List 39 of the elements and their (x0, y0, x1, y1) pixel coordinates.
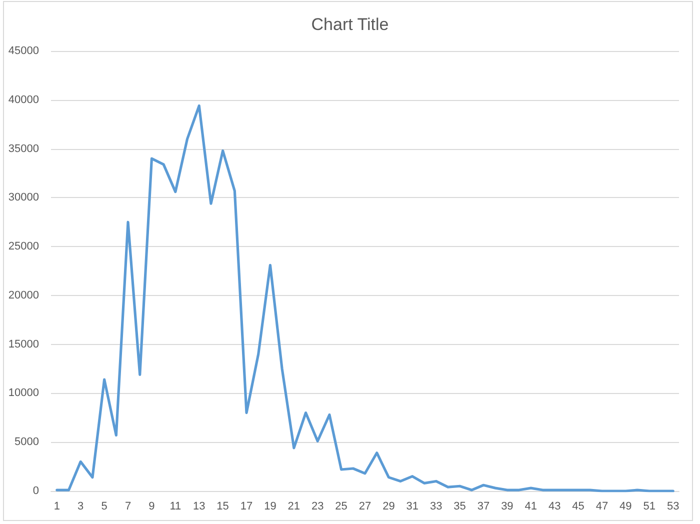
y-tick-label: 25000 (8, 240, 39, 253)
line-series (56, 104, 674, 492)
x-tick-label: 19 (264, 500, 276, 512)
x-tick-label: 11 (170, 500, 182, 512)
x-tick-label: 13 (192, 500, 206, 512)
x-tick-label: 17 (240, 500, 253, 512)
x-tick-label: 29 (382, 500, 395, 512)
y-tick-label: 15000 (8, 338, 39, 350)
x-tick-label: 51 (643, 500, 656, 512)
x-tick-label: 49 (620, 500, 632, 512)
x-tick-label: 25 (335, 500, 348, 512)
chart-title: Chart Title (311, 15, 389, 34)
y-tick-label: 0 (32, 485, 39, 497)
x-tick-label: 33 (430, 500, 442, 512)
x-tick-label: 45 (572, 500, 584, 512)
y-tick-label: 30000 (8, 192, 39, 204)
x-tick-label: 27 (358, 500, 372, 512)
x-tick-label: 21 (288, 500, 300, 512)
x-tick-label: 1 (54, 500, 60, 512)
y-tick-label: 10000 (8, 387, 39, 400)
x-tick-label: 35 (454, 500, 466, 512)
x-tick-label: 15 (216, 500, 229, 512)
x-tick-label: 3 (78, 500, 84, 512)
x-tick-label: 37 (477, 500, 490, 512)
x-tick-label: 47 (596, 500, 608, 512)
x-tick-label: 5 (101, 500, 108, 512)
y-tick-label: 40000 (8, 94, 39, 106)
y-tick-label: 20000 (8, 289, 39, 302)
y-tick-label: 5000 (14, 436, 39, 448)
x-tick-label: 53 (666, 500, 680, 512)
y-tick-label: 35000 (8, 142, 39, 155)
x-tick-label: 7 (124, 500, 132, 512)
x-tick-label: 9 (148, 500, 155, 512)
x-tick-label: 31 (406, 500, 419, 512)
x-tick-label: 39 (501, 500, 514, 512)
x-tick-label: 23 (311, 500, 324, 512)
x-tick-label: 41 (524, 500, 538, 512)
y-tick-label: 45000 (8, 45, 39, 57)
x-tick-label: 43 (548, 500, 561, 512)
